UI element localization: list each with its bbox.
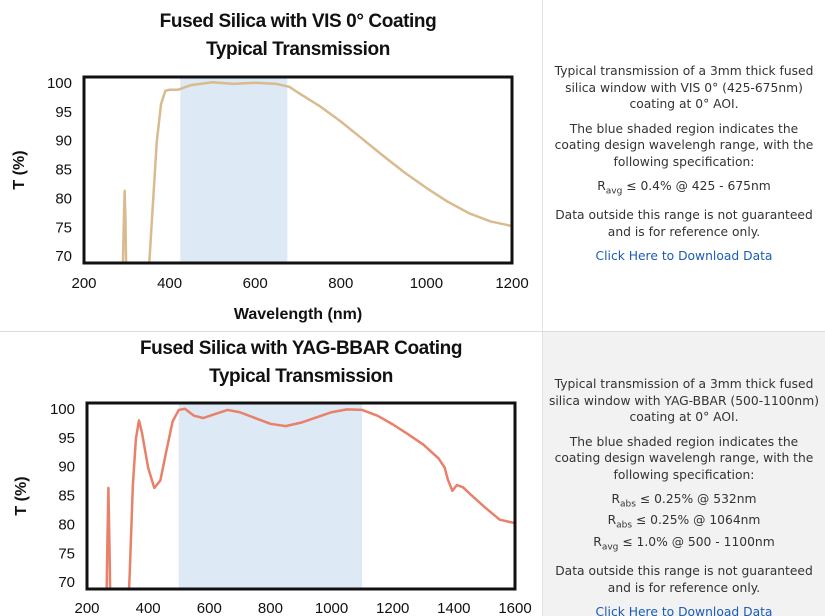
x-tick-label: 200	[71, 275, 96, 292]
spec-subscript: abs	[620, 499, 636, 510]
spec-text: ≤ 0.4% @ 425 - 675nm	[626, 179, 771, 193]
description-panel: Typical transmission of a 3mm thick fuse…	[542, 332, 825, 616]
spec-subscript: abs	[616, 520, 633, 531]
spec-list: Rabs ≤ 0.25% @ 532nm Rabs ≤ 0.25% @ 1064n…	[545, 491, 823, 555]
y-tick-label: 70	[58, 574, 75, 591]
spec-text: ≤ 0.25% @ 532nm	[639, 492, 757, 506]
spec-subscript: avg	[601, 542, 619, 553]
chart-subtitle: Typical Transmission	[206, 39, 390, 60]
x-tick-label: 1000	[410, 275, 443, 292]
data-line	[121, 80, 512, 263]
x-tick-label: 200	[74, 600, 99, 616]
y-tick-label: 80	[55, 190, 72, 207]
separator	[0, 331, 825, 332]
data-line	[105, 407, 515, 589]
download-link[interactable]: Click Here to Download Data	[595, 605, 773, 616]
x-tick-label: 1200	[376, 600, 409, 616]
intro-text: Typical transmission of a 3mm thick fuse…	[554, 64, 814, 111]
y-tick-label: 75	[58, 545, 75, 562]
chart-title: Fused Silica with VIS 0° Coating	[160, 11, 437, 32]
highlight-region	[180, 77, 288, 263]
note-text: Data outside this range is not guarantee…	[555, 564, 813, 595]
spec: Ravg ≤ 1.0% @ 500 - 1100nm	[545, 534, 823, 555]
x-tick-label: 600	[197, 600, 222, 616]
x-axis-label: Wavelength (nm)	[234, 306, 362, 323]
plot-frame	[85, 401, 517, 591]
y-tick-label: 75	[55, 219, 72, 236]
highlight-region	[178, 403, 363, 589]
y-tick-label: 85	[55, 162, 72, 179]
spec-symbol: R	[597, 179, 606, 193]
x-tick-label: 1400	[437, 600, 470, 616]
note-text: Data outside this range is not guarantee…	[555, 208, 813, 239]
charts: Fused Silica with VIS 0° Coating Typical …	[11, 11, 531, 616]
x-tick-label: 1000	[315, 600, 348, 616]
x-tick-label: 600	[243, 275, 268, 292]
y-tick-label: 100	[50, 401, 75, 418]
x-tick-label: 800	[258, 600, 283, 616]
chart-subtitle: Typical Transmission	[209, 366, 393, 387]
spec-text: ≤ 1.0% @ 500 - 1100nm	[622, 534, 775, 549]
description-panel: Typical transmission of a 3mm thick fuse…	[542, 0, 825, 331]
spec-subscript: avg	[605, 186, 623, 197]
explain-text: The blue shaded region indicates the coa…	[554, 121, 814, 169]
chart-title: Fused Silica with YAG-BBAR Coating	[140, 338, 462, 359]
y-axis-label: T (%)	[11, 150, 28, 189]
spec: Rabs ≤ 0.25% @ 1064nm	[545, 512, 823, 533]
y-tick-label: 95	[58, 430, 75, 447]
y-tick-label: 70	[55, 248, 72, 265]
intro-text: Typical transmission of a 3mm thick fuse…	[548, 377, 819, 424]
spec-list: Ravg ≤ 0.4% @ 425 - 675nm	[545, 178, 823, 199]
y-tick-label: 85	[58, 488, 75, 505]
spec: Ravg ≤ 0.4% @ 425 - 675nm	[545, 178, 823, 199]
explain-text: The blue shaded region indicates the coa…	[554, 434, 814, 482]
spec-text: ≤ 0.25% @ 1064nm	[635, 513, 761, 528]
y-tick-label: 100	[47, 75, 72, 92]
x-tick-label: 1200	[495, 275, 528, 292]
x-tick-label: 1600	[498, 600, 531, 616]
y-axis-label: T (%)	[13, 476, 30, 515]
x-tick-label: 400	[136, 600, 161, 616]
spec-symbol: R	[607, 513, 617, 528]
y-tick-label: 95	[55, 104, 72, 121]
plot-frame	[82, 75, 514, 265]
y-tick-label: 90	[58, 459, 75, 476]
y-tick-label: 80	[58, 516, 75, 533]
spec: Rabs ≤ 0.25% @ 532nm	[545, 491, 823, 512]
spec-symbol: R	[611, 492, 621, 506]
x-tick-label: 800	[328, 275, 353, 292]
download-link[interactable]: Click Here to Download Data	[595, 249, 773, 264]
x-tick-label: 400	[157, 275, 182, 292]
y-tick-label: 90	[55, 133, 72, 150]
spec-symbol: R	[593, 534, 602, 549]
